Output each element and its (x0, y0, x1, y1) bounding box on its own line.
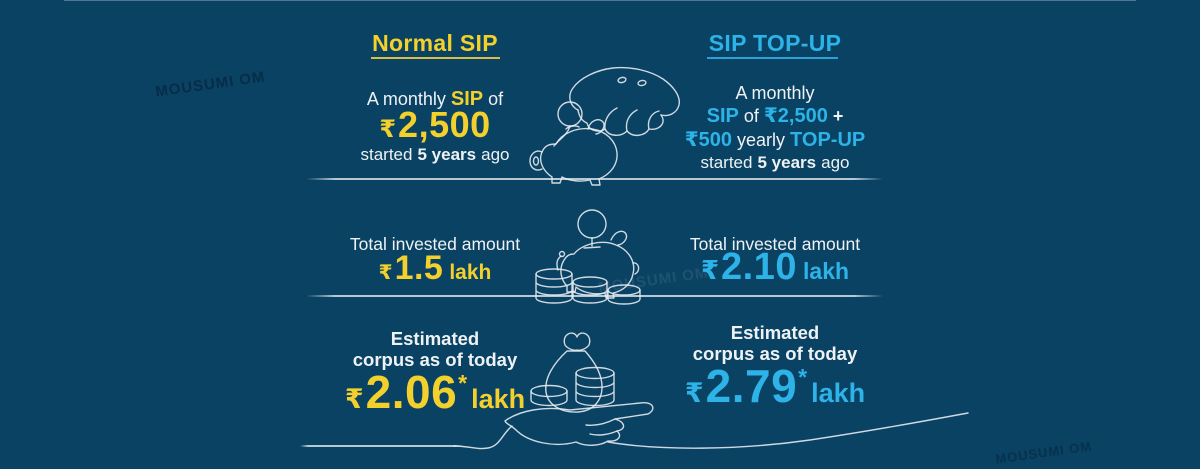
hand-inserting-coin-piggy-bank-icon (529, 66, 680, 186)
sip-highlight: SIP (706, 105, 739, 127)
topup-intro-line3: ₹500 yearly TOP-UP (645, 129, 905, 152)
corpus-value: 2.06 (365, 366, 458, 418)
rupee-symbol: ₹ (379, 116, 397, 143)
normal-invested-label: Total invested amount (305, 234, 565, 254)
normal-sip-title: Normal SIP (372, 30, 498, 56)
rupee-symbol: ₹ (684, 378, 704, 408)
normal-sip-start-text: started 5 years ago (305, 145, 565, 165)
topup-corpus-label-line2: corpus as of today (645, 343, 905, 364)
plus-sign: + (832, 106, 844, 126)
topup-amount-highlight: ₹500 (684, 129, 733, 151)
intro-sip-highlight: SIP (450, 88, 484, 110)
topup-invested-amount: ₹ 2.10 lakh (645, 246, 905, 289)
section-divider (306, 295, 883, 297)
topup-corpus-label-line1: Estimated (645, 322, 905, 343)
normal-title-underline (371, 57, 500, 59)
corpus-unit: lakh (811, 378, 866, 408)
invested-label-text: Total invested amount (689, 234, 861, 254)
asterisk-note: * (798, 364, 808, 390)
started-duration: 5 years (417, 145, 477, 164)
normal-sip-intro: A monthly SIP of (305, 88, 565, 111)
normal-corpus-amount: ₹ 2.06 * lakh (305, 365, 565, 419)
started-text: ago (821, 153, 850, 172)
intro-text: of (488, 89, 504, 109)
started-text: started (360, 145, 413, 164)
normal-invested-amount: ₹ 1.5 lakh (305, 249, 565, 288)
topup-title-underline (707, 57, 838, 59)
corpus-label-text: corpus as of today (692, 343, 858, 364)
section-divider (306, 178, 883, 180)
topup-corpus-amount: ₹ 2.79 * lakh (645, 359, 905, 413)
invested-unit: lakh (449, 261, 492, 284)
topup-highlight: TOP-UP (790, 129, 866, 151)
intro-text: yearly (737, 130, 786, 150)
invested-value: 2.10 (721, 246, 798, 288)
invested-label-text: Total invested amount (349, 234, 521, 254)
sip-topup-title: SIP TOP-UP (708, 30, 842, 56)
topup-invested-label: Total invested amount (645, 234, 905, 254)
normal-corpus-label-line1: Estimated (305, 328, 565, 349)
amount-value: 2,500 (398, 104, 491, 145)
normal-sip-amount: ₹ 2,500 (305, 104, 565, 146)
section-divider (300, 445, 462, 447)
rupee-symbol: ₹ (344, 384, 364, 414)
topup-start-text: started 5 years ago (645, 153, 905, 173)
top-border-line (64, 0, 1136, 1)
corpus-label-text: corpus as of today (352, 349, 518, 370)
amount-highlight: ₹2,500 (763, 105, 828, 127)
normal-corpus-label-line2: corpus as of today (305, 349, 565, 370)
corpus-value: 2.79 (705, 360, 798, 412)
rupee-symbol: ₹ (700, 255, 720, 285)
money-bag-coins-on-hand-icon (453, 332, 969, 450)
rupee-symbol: ₹ (378, 262, 393, 284)
watermark: MOUSUMI OM (994, 438, 1093, 467)
invested-unit: lakh (803, 258, 850, 284)
topup-intro-line2: SIP of ₹2,500 + (645, 105, 905, 128)
corpus-unit: lakh (471, 384, 526, 414)
corpus-label-text: Estimated (730, 322, 820, 343)
started-text: ago (481, 145, 510, 164)
intro-text: of (743, 106, 759, 126)
corpus-label-text: Estimated (390, 328, 480, 349)
intro-text: A monthly (735, 83, 815, 103)
piggy-bank-coin-stacks-icon (535, 209, 641, 305)
started-text: started (700, 153, 753, 172)
invested-value: 1.5 (394, 249, 444, 287)
topup-intro-line1: A monthly (645, 83, 905, 104)
asterisk-note: * (458, 370, 468, 396)
intro-text: A monthly (366, 89, 446, 109)
started-duration: 5 years (757, 153, 817, 172)
watermark: MOUSUMI OM (154, 68, 267, 101)
